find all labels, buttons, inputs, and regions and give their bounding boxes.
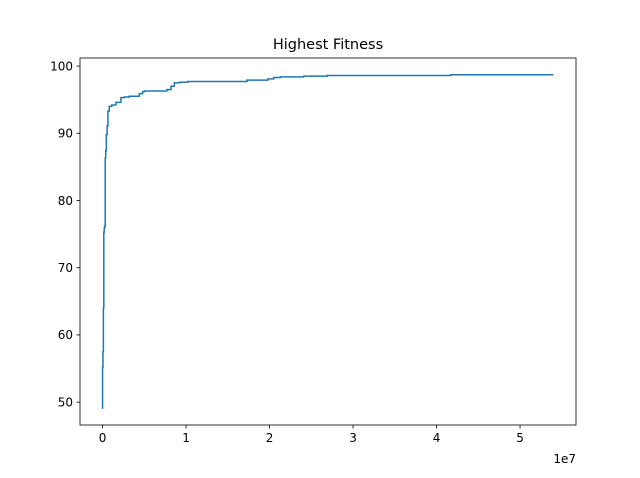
x-tick-label: 1 (182, 431, 190, 445)
y-tick-label: 50 (58, 395, 73, 409)
x-tick-label: 0 (99, 431, 107, 445)
y-tick-label: 100 (50, 59, 73, 73)
x-tick-label: 2 (266, 431, 274, 445)
x-tick-label: 3 (349, 431, 357, 445)
x-tick-label: 4 (433, 431, 441, 445)
y-tick-label: 70 (58, 261, 73, 275)
plot-frame (79, 57, 577, 426)
x-tick-label: 5 (516, 431, 524, 445)
y-tick-label: 60 (58, 328, 73, 342)
x-axis-offset-label: 1e7 (553, 452, 576, 466)
chart-title: Highest Fitness (273, 37, 383, 53)
y-tick-label: 90 (58, 127, 73, 141)
series-line-0 (101, 74, 554, 409)
y-tick-label: 80 (58, 194, 73, 208)
